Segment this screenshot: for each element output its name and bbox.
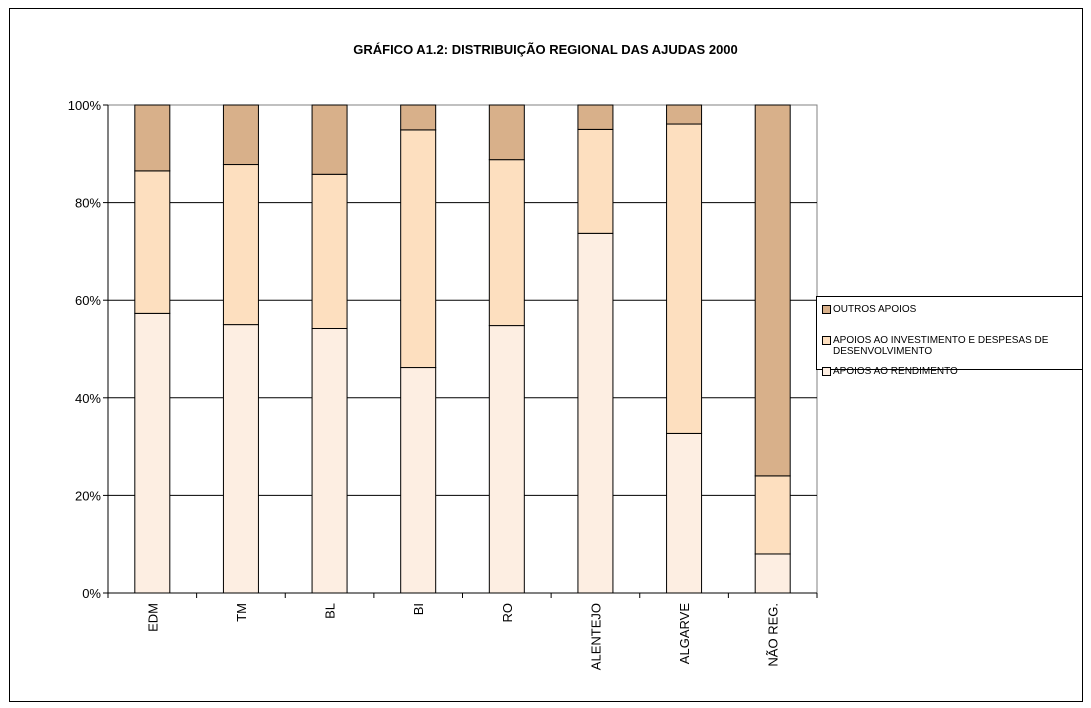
bar-segment [222, 164, 259, 326]
x-tick-label: TM [234, 603, 249, 622]
bar-segment [400, 129, 437, 369]
y-tick-label: 40% [75, 391, 101, 406]
legend-item-rendimento: APOIOS AO RENDIMENTO [822, 366, 1078, 377]
x-tick-label: ALGARVE [677, 603, 692, 665]
bar-segment [400, 367, 437, 594]
bar-segment [311, 173, 348, 330]
y-tick-label: 100% [68, 98, 102, 113]
y-tick-label: 0% [82, 586, 101, 601]
legend-swatch-investimento [822, 336, 831, 345]
bar-segment [488, 325, 525, 594]
bar-segment [311, 104, 348, 175]
bar-segment [754, 104, 791, 477]
bar-segment [134, 104, 171, 172]
legend-item-investimento: APOIOS AO INVESTIMENTO E DESPESAS DE DES… [822, 335, 1078, 357]
bar-segment [134, 312, 171, 594]
bar-segment [488, 159, 525, 327]
bar-segment [488, 104, 525, 161]
x-tick-label: BL [323, 603, 338, 619]
bar-segment [222, 324, 259, 594]
bar-segment [577, 104, 614, 130]
bar-segment [754, 553, 791, 594]
chart-title: GRÁFICO A1.2: DISTRIBUIÇÃO REGIONAL DAS … [353, 42, 738, 57]
x-tick-label: EDM [145, 603, 160, 632]
x-tick-label: NÃO REG. [766, 603, 781, 667]
bar-segment [577, 232, 614, 594]
bar-segment [666, 104, 703, 125]
bar-segment [754, 475, 791, 555]
legend-item-outros: OUTROS APOIOS [822, 304, 1078, 315]
x-tick-label: RO [500, 603, 515, 623]
plot-area-border [107, 104, 818, 594]
legend-swatch-rendimento [822, 367, 831, 376]
legend-label-investimento: APOIOS AO INVESTIMENTO E DESPESAS DE DES… [833, 335, 1049, 357]
legend-label-rendimento: APOIOS AO RENDIMENTO [833, 366, 958, 377]
legend-swatch-outros [822, 305, 831, 314]
bar-segment [222, 104, 259, 166]
y-tick-label: 80% [75, 196, 101, 211]
chart-legend: OUTROS APOIOS APOIOS AO INVESTIMENTO E D… [816, 296, 1083, 377]
legend-label-outros: OUTROS APOIOS [833, 304, 917, 315]
bar-segment [666, 432, 703, 594]
bar-segment [400, 104, 437, 131]
bar-segment [666, 123, 703, 434]
bar-segment [134, 170, 171, 314]
x-tick-label: BI [411, 603, 426, 615]
bar-segment [577, 128, 614, 234]
y-tick-label: 20% [75, 488, 101, 503]
y-tick-label: 60% [75, 293, 101, 308]
x-tick-label: ALENTEJO [588, 603, 603, 670]
bar-segment [311, 328, 348, 594]
